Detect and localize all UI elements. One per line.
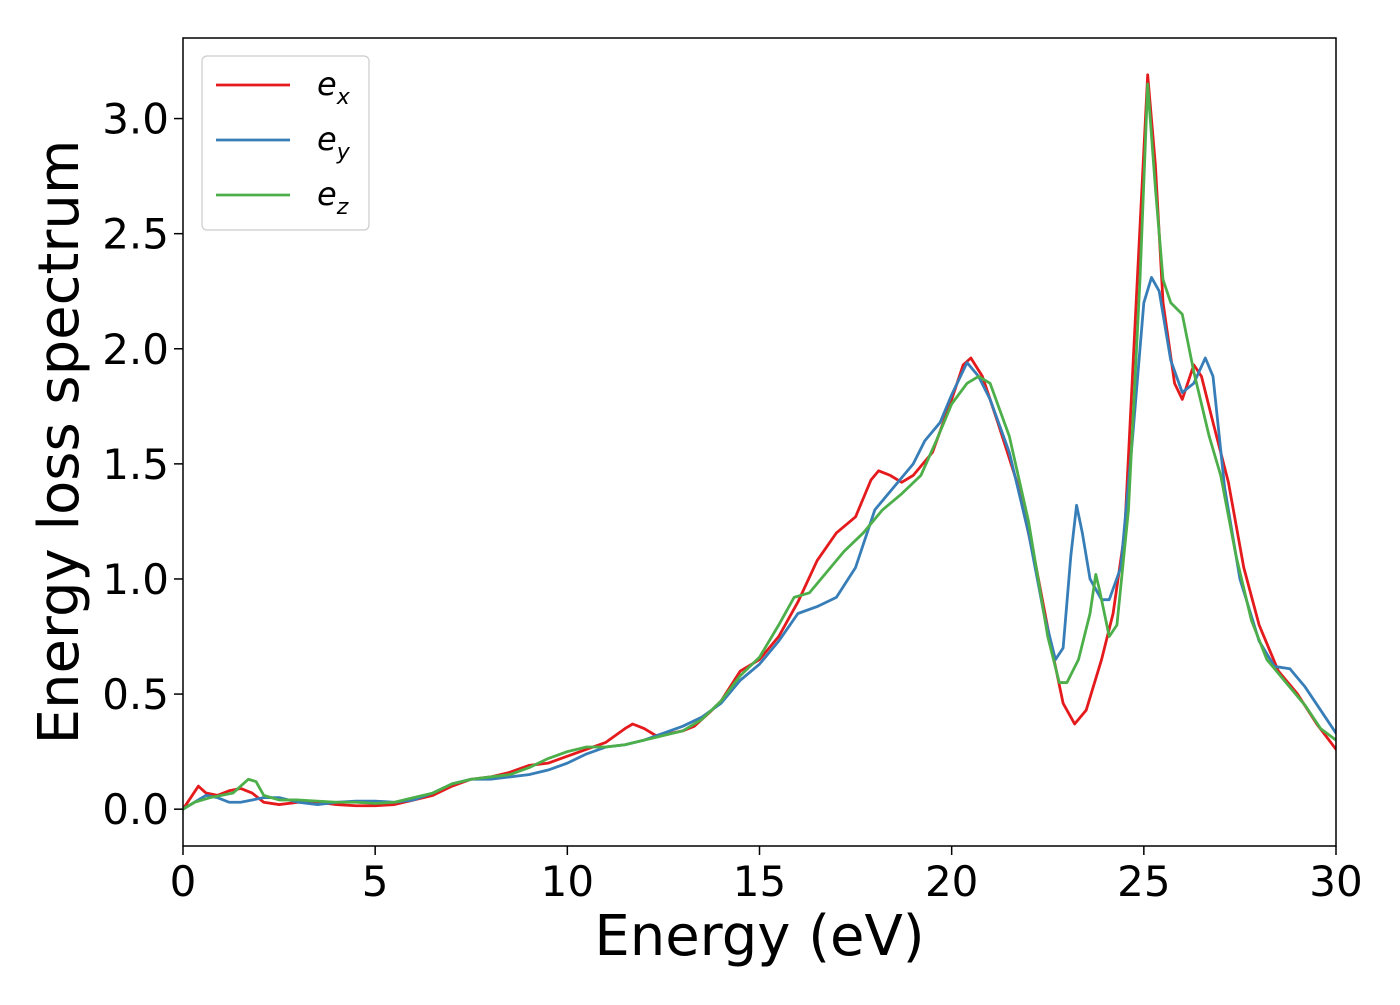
y-tick-label: 2.5 (102, 210, 169, 259)
y-tick-label: 2.0 (102, 325, 169, 374)
x-tick-label: 5 (362, 857, 389, 906)
legend-box (201, 55, 370, 231)
x-tick-label: 10 (541, 857, 594, 906)
x-tick-label: 25 (1117, 857, 1170, 906)
legend-label-z: ez (317, 175, 349, 220)
y-tick-label: 0.0 (102, 785, 169, 834)
y-tick-label: 1.0 (102, 555, 169, 604)
series-line-y (183, 276, 1336, 811)
y-axis-label: Energy loss spectrum (27, 140, 92, 745)
series-line-z (183, 82, 1336, 811)
series-layer (183, 73, 1336, 811)
y-tick-label: 0.5 (102, 670, 169, 719)
y-axis: 0.0 0.5 1.0 1.5 2.0 2.5 3.0 (102, 95, 183, 834)
x-tick-label: 20 (925, 857, 978, 906)
series-line-x (183, 73, 1336, 811)
y-tick-label: 1.5 (102, 440, 169, 489)
x-tick-label: 15 (733, 857, 786, 906)
x-axis: 0 5 10 15 20 25 30 (170, 846, 1363, 906)
x-tick-label: 30 (1309, 857, 1362, 906)
y-tick-label: 3.0 (102, 95, 169, 144)
x-tick-label: 0 (170, 857, 197, 906)
x-axis-label: Energy (eV) (594, 904, 924, 969)
